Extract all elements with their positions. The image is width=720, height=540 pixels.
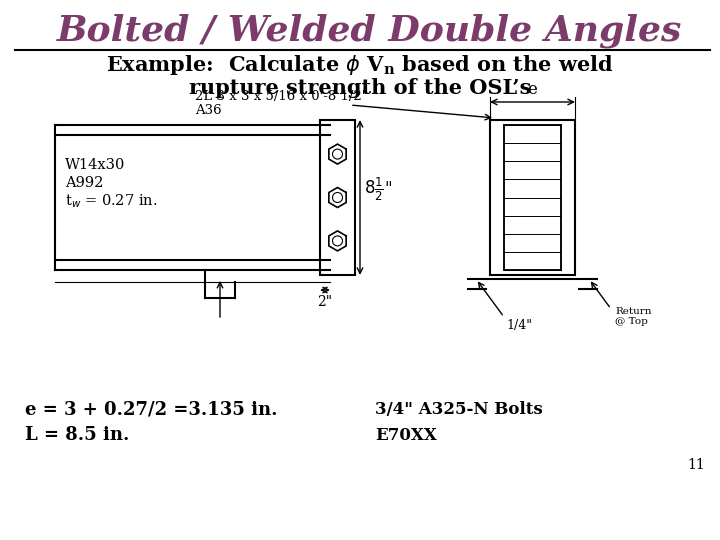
Text: A992: A992 (65, 176, 104, 190)
Text: 2": 2" (318, 295, 333, 309)
Text: W14x30: W14x30 (65, 158, 125, 172)
Text: Bolted / Welded Double Angles: Bolted / Welded Double Angles (58, 14, 683, 49)
Bar (490, 120, 575, 275)
Text: 3/4" A325-N Bolts: 3/4" A325-N Bolts (375, 402, 543, 418)
Text: e: e (528, 81, 537, 98)
Text: t$_w$ = 0.27 in.: t$_w$ = 0.27 in. (65, 192, 158, 210)
Text: A36: A36 (195, 104, 222, 117)
Text: 2L 3 x 3 x 5/16 x 0'-8 1/2": 2L 3 x 3 x 5/16 x 0'-8 1/2" (195, 90, 368, 103)
Bar (320, 120, 355, 275)
Text: $8\frac{1}{2}$": $8\frac{1}{2}$" (364, 176, 392, 203)
Text: 1/4": 1/4" (506, 319, 532, 332)
Text: Example:  Calculate $\phi$ V$_\mathregular{n}$ based on the weld: Example: Calculate $\phi$ V$_\mathregula… (106, 53, 614, 77)
Text: rupture strength of the OSL’s: rupture strength of the OSL’s (189, 78, 531, 98)
Text: L = 8.5 in.: L = 8.5 in. (25, 426, 130, 444)
Text: e = 3 + 0.27/2 =3.135 in.: e = 3 + 0.27/2 =3.135 in. (25, 401, 277, 419)
Text: Return
@ Top: Return @ Top (615, 307, 652, 326)
Text: 11: 11 (688, 458, 705, 472)
Text: E70XX: E70XX (375, 427, 437, 443)
Bar (504, 125, 561, 270)
